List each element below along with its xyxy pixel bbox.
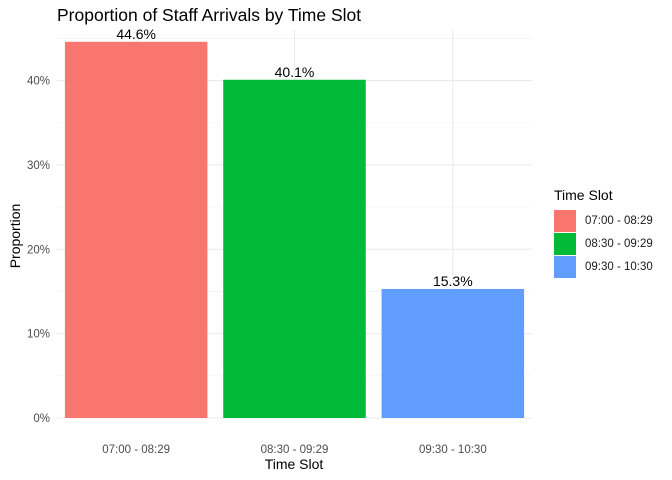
- y-tick-label: 10%: [27, 329, 50, 341]
- bar: [64, 41, 208, 419]
- x-tick-label: 09:30 - 10:30: [419, 444, 487, 456]
- y-axis-ticks: 0% 10% 20% 30% 40%: [27, 76, 50, 425]
- y-tick-label: 40%: [27, 76, 50, 88]
- legend-item: 07:00 - 08:29: [554, 209, 653, 232]
- bar-data-label: 15.3%: [433, 273, 473, 289]
- legend-swatch: [554, 255, 576, 278]
- y-tick-label: 30%: [27, 160, 50, 172]
- legend-item: 09:30 - 10:30: [554, 255, 653, 278]
- x-axis-title-text: Time Slot: [264, 456, 324, 472]
- y-tick-label: 0%: [33, 413, 50, 425]
- bar-data-label: 40.1%: [275, 64, 315, 80]
- chart-title: Proportion of Staff Arrivals by Time Slo…: [57, 5, 362, 25]
- legend-swatch: [554, 232, 576, 255]
- bar: [381, 288, 525, 418]
- legend-label: 08:30 - 09:29: [585, 237, 653, 250]
- x-axis-ticks: 07:00 - 08:29 08:30 - 09:29 09:30 - 10:30: [102, 444, 486, 456]
- bar-data-label: 44.6%: [116, 26, 156, 42]
- x-tick-label: 07:00 - 08:29: [102, 444, 170, 456]
- bars: [64, 41, 525, 419]
- legend: Time Slot 07:00 - 08:29 08:30 - 09:29 09…: [554, 187, 653, 278]
- legend-label: 07:00 - 08:29: [585, 214, 653, 227]
- legend-title: Time Slot: [554, 187, 613, 203]
- y-axis-title: Proportion: [7, 203, 23, 269]
- x-tick-label: 08:30 - 09:29: [261, 444, 329, 456]
- legend-item: 08:30 - 09:29: [554, 232, 653, 255]
- bar-labels: 44.6% 40.1% 15.3%: [116, 26, 472, 289]
- y-tick-label: 20%: [27, 244, 50, 256]
- legend-label: 09:30 - 10:30: [585, 260, 653, 273]
- bar: [223, 79, 366, 418]
- legend-swatch: [554, 209, 576, 232]
